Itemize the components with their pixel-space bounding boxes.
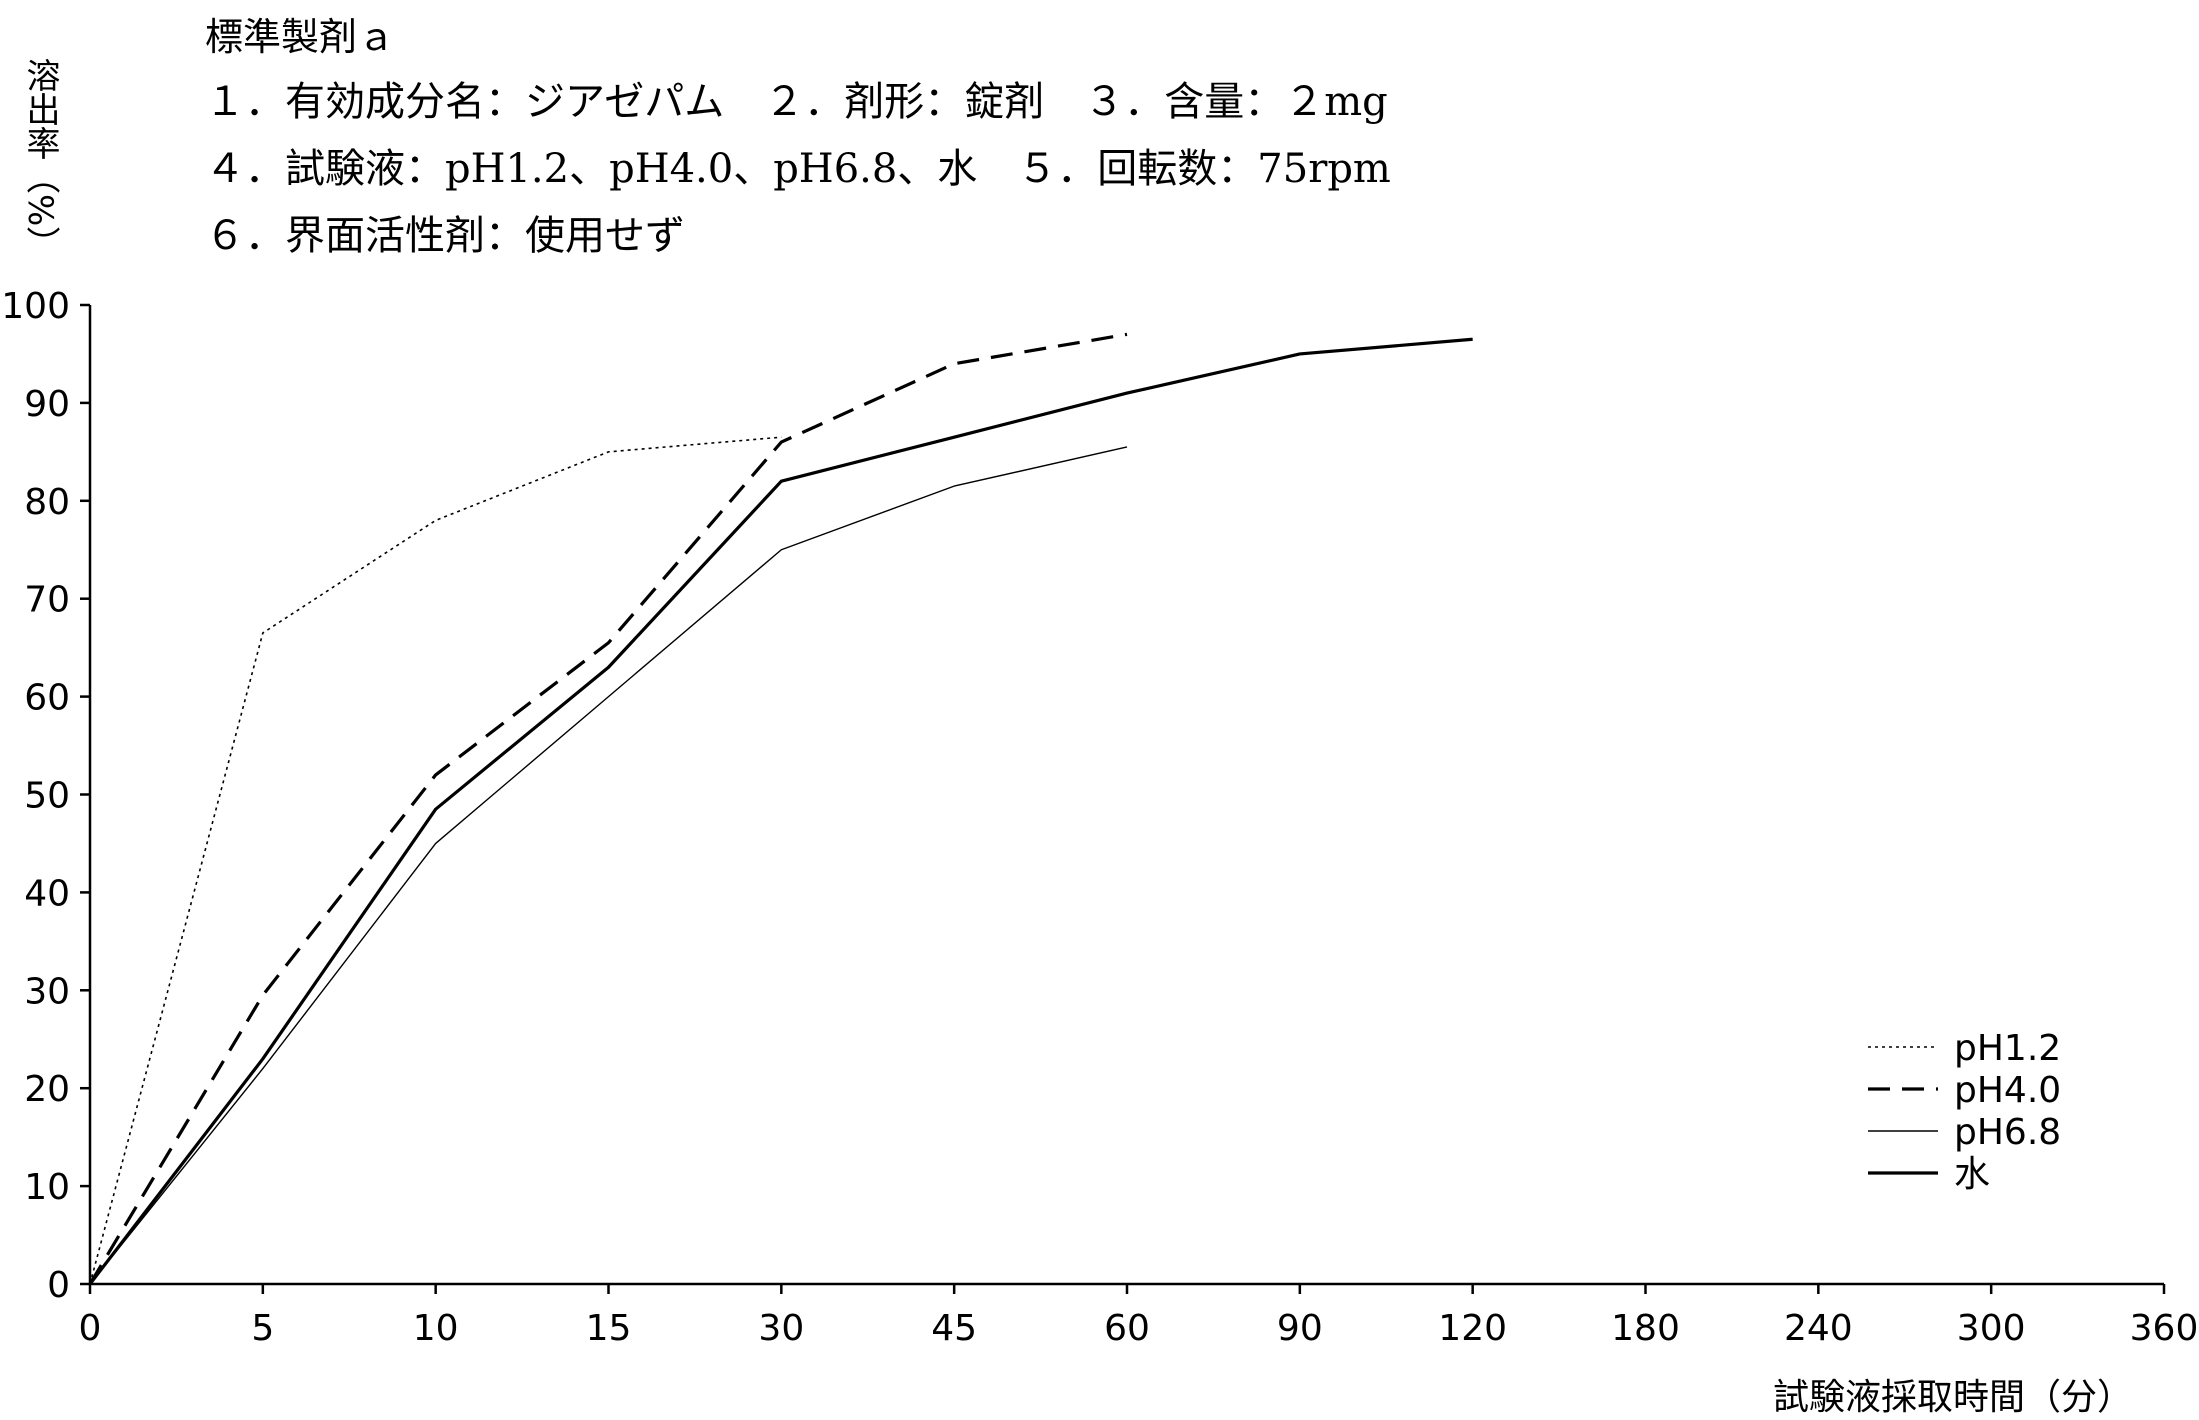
x-tick-label: 240 bbox=[1784, 1308, 1853, 1349]
series-line-pH6.8 bbox=[89, 446, 1128, 1285]
x-tick-label: 90 bbox=[1277, 1308, 1323, 1349]
series-line-pH1.2 bbox=[89, 436, 782, 1285]
x-axis-label: 試験液採取時間（分） bbox=[1772, 1377, 2133, 1418]
y-tick-label: 0 bbox=[47, 1265, 70, 1306]
axes: 0 10 20 30 40 50 60 70 80 90 100 0 5 10 15 30 45 60 90 120 1… bbox=[1, 286, 2198, 1349]
condition-line-3: ６．界面活性剤：使用せず bbox=[205, 213, 685, 259]
legend-label: pH1.2 bbox=[1954, 1028, 2061, 1069]
y-tick-label: 80 bbox=[24, 482, 70, 523]
x-tick-label: 180 bbox=[1611, 1308, 1680, 1349]
series-layer bbox=[88, 332, 1473, 1285]
y-tick-label: 40 bbox=[24, 873, 70, 914]
x-tick-label: 120 bbox=[1438, 1308, 1507, 1349]
x-tick-label: 300 bbox=[1957, 1308, 2026, 1349]
y-tick-label: 30 bbox=[24, 971, 70, 1012]
y-tick-label: 10 bbox=[24, 1167, 70, 1208]
series-line-水 bbox=[88, 337, 1473, 1285]
x-tick-label: 360 bbox=[2130, 1308, 2199, 1349]
condition-line-2: ４．試験液：pH1.2、pH4.0、pH6.8、水 ５．回転数：75rpm bbox=[205, 146, 1391, 192]
series-line-pH4.0 bbox=[88, 332, 1128, 1285]
y-tick-label: 60 bbox=[24, 678, 70, 719]
x-tick-label: 10 bbox=[413, 1308, 459, 1349]
x-tick-label: 5 bbox=[251, 1308, 274, 1349]
x-tick-label: 15 bbox=[586, 1308, 632, 1349]
x-tick-label: 30 bbox=[758, 1308, 804, 1349]
x-tick-label: 45 bbox=[931, 1308, 977, 1349]
chart-title: 標準製剤ａ bbox=[205, 15, 396, 59]
legend-label: pH4.0 bbox=[1954, 1070, 2061, 1111]
x-tick-label: 60 bbox=[1104, 1308, 1150, 1349]
y-tick-label: 20 bbox=[24, 1069, 70, 1110]
legend-label: 水 bbox=[1954, 1154, 1990, 1195]
legend-label: pH6.8 bbox=[1954, 1112, 2061, 1153]
x-tick-label: 0 bbox=[79, 1308, 102, 1349]
y-axis-label: 溶出率（%） bbox=[20, 58, 60, 261]
y-tick-label: 100 bbox=[1, 286, 70, 327]
condition-line-1: １．有効成分名：ジアゼパム ２．剤形：錠剤 ３．含量：２mg bbox=[205, 79, 1388, 125]
y-tick-label: 50 bbox=[24, 776, 70, 817]
y-tick-label: 90 bbox=[24, 384, 70, 425]
y-tick-label: 70 bbox=[24, 580, 70, 621]
